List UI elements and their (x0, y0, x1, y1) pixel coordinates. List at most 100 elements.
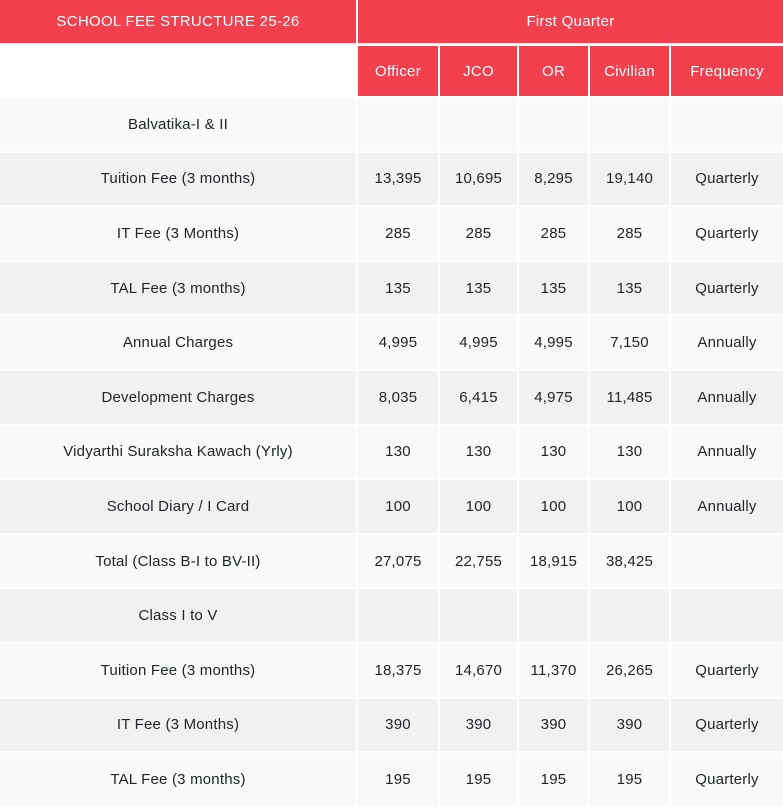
cell-jco: 390 (440, 698, 519, 754)
cell-civilian: 100 (590, 480, 671, 535)
cell-officer: 13,395 (358, 152, 440, 208)
cell-officer: 4,995 (358, 316, 440, 371)
table-row: Annual Charges 4,995 4,995 4,995 7,150 A… (0, 316, 783, 371)
cell-officer (358, 589, 440, 644)
table-row: Class I to V (0, 589, 783, 644)
header-row-top: SCHOOL FEE STRUCTURE 25-26 First Quarter (0, 0, 783, 46)
cell-jco: 10,695 (440, 152, 519, 208)
cell-frequency: Annually (671, 370, 783, 426)
cell-civilian (590, 98, 671, 153)
row-label: Tuition Fee (3 months) (0, 643, 358, 699)
cell-officer (358, 98, 440, 153)
table-title: SCHOOL FEE STRUCTURE 25-26 (0, 0, 358, 46)
cell-civilian: 195 (590, 753, 671, 808)
cell-civilian: 26,265 (590, 643, 671, 699)
table-row: IT Fee (3 Months) 390 390 390 390 Quarte… (0, 698, 783, 754)
cell-officer: 195 (358, 753, 440, 808)
cell-civilian: 7,150 (590, 316, 671, 371)
cell-jco: 135 (440, 261, 519, 317)
row-label: IT Fee (3 Months) (0, 207, 358, 262)
cell-jco (440, 589, 519, 644)
row-label: TAL Fee (3 months) (0, 753, 358, 808)
table-row: Development Charges 8,035 6,415 4,975 11… (0, 370, 783, 426)
table-row: Vidyarthi Suraksha Kawach (Yrly) 130 130… (0, 425, 783, 481)
cell-officer: 130 (358, 425, 440, 481)
cell-frequency: Quarterly (671, 698, 783, 754)
cell-frequency: Annually (671, 425, 783, 481)
cell-frequency (671, 534, 783, 590)
cell-or: 4,975 (519, 370, 590, 426)
column-header-jco: JCO (440, 46, 519, 98)
cell-or: 11,370 (519, 643, 590, 699)
cell-jco: 22,755 (440, 534, 519, 590)
row-label: Tuition Fee (3 months) (0, 152, 358, 208)
table-body: Balvatika-I & II Tuition Fee (3 months) … (0, 98, 783, 808)
quarter-header: First Quarter (358, 0, 783, 46)
cell-officer: 135 (358, 261, 440, 317)
row-label: Vidyarthi Suraksha Kawach (Yrly) (0, 425, 358, 481)
cell-jco: 14,670 (440, 643, 519, 699)
blank-header-cell (0, 46, 358, 98)
table-header: SCHOOL FEE STRUCTURE 25-26 First Quarter… (0, 0, 783, 98)
cell-or (519, 589, 590, 644)
table-row: TAL Fee (3 months) 135 135 135 135 Quart… (0, 261, 783, 317)
table-row: TAL Fee (3 months) 195 195 195 195 Quart… (0, 753, 783, 808)
cell-officer: 27,075 (358, 534, 440, 590)
cell-jco: 285 (440, 207, 519, 262)
cell-civilian: 390 (590, 698, 671, 754)
cell-or: 135 (519, 261, 590, 317)
column-header-civilian: Civilian (590, 46, 671, 98)
row-label: TAL Fee (3 months) (0, 261, 358, 317)
cell-frequency: Annually (671, 316, 783, 371)
cell-frequency: Annually (671, 480, 783, 535)
cell-officer: 390 (358, 698, 440, 754)
table-row: Total (Class B-I to BV-II) 27,075 22,755… (0, 534, 783, 590)
cell-or: 8,295 (519, 152, 590, 208)
row-label: Class I to V (0, 589, 358, 644)
row-label: Development Charges (0, 370, 358, 426)
cell-or: 130 (519, 425, 590, 481)
cell-officer: 8,035 (358, 370, 440, 426)
cell-or: 285 (519, 207, 590, 262)
table-row: Tuition Fee (3 months) 18,375 14,670 11,… (0, 643, 783, 699)
column-header-or: OR (519, 46, 590, 98)
cell-jco: 100 (440, 480, 519, 535)
column-header-officer: Officer (358, 46, 440, 98)
cell-frequency (671, 589, 783, 644)
table-row: Tuition Fee (3 months) 13,395 10,695 8,2… (0, 152, 783, 208)
row-label: Balvatika-I & II (0, 98, 358, 153)
cell-officer: 18,375 (358, 643, 440, 699)
cell-frequency: Quarterly (671, 261, 783, 317)
row-label: Annual Charges (0, 316, 358, 371)
cell-civilian: 135 (590, 261, 671, 317)
cell-jco: 6,415 (440, 370, 519, 426)
row-label: Total (Class B-I to BV-II) (0, 534, 358, 590)
cell-civilian (590, 589, 671, 644)
cell-or (519, 98, 590, 153)
cell-civilian: 38,425 (590, 534, 671, 590)
table-row: IT Fee (3 Months) 285 285 285 285 Quarte… (0, 207, 783, 262)
header-row-columns: Officer JCO OR Civilian Frequency (0, 46, 783, 98)
cell-officer: 285 (358, 207, 440, 262)
cell-jco: 4,995 (440, 316, 519, 371)
column-header-frequency: Frequency (671, 46, 783, 98)
cell-jco (440, 98, 519, 153)
cell-or: 100 (519, 480, 590, 535)
row-label: IT Fee (3 Months) (0, 698, 358, 754)
cell-jco: 130 (440, 425, 519, 481)
cell-or: 4,995 (519, 316, 590, 371)
cell-civilian: 285 (590, 207, 671, 262)
cell-or: 390 (519, 698, 590, 754)
cell-or: 18,915 (519, 534, 590, 590)
cell-frequency (671, 98, 783, 153)
cell-or: 195 (519, 753, 590, 808)
cell-frequency: Quarterly (671, 643, 783, 699)
cell-civilian: 11,485 (590, 370, 671, 426)
cell-officer: 100 (358, 480, 440, 535)
table-row: School Diary / I Card 100 100 100 100 An… (0, 480, 783, 535)
table-row: Balvatika-I & II (0, 98, 783, 153)
cell-frequency: Quarterly (671, 152, 783, 208)
cell-frequency: Quarterly (671, 753, 783, 808)
cell-frequency: Quarterly (671, 207, 783, 262)
